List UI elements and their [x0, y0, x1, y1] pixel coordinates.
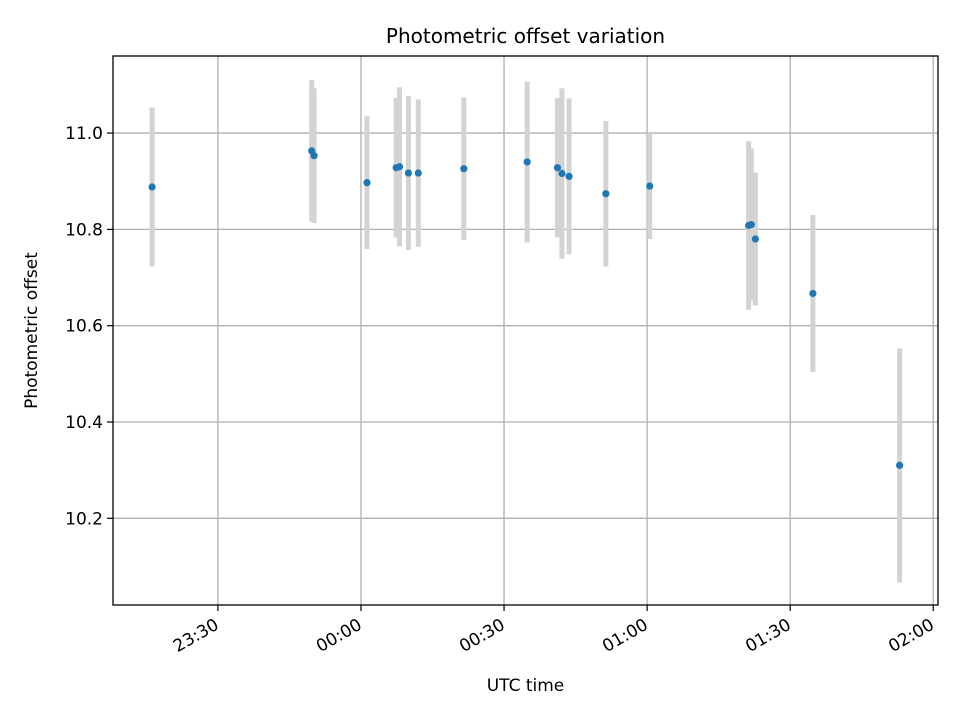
- y-tick-label: 10.4: [65, 413, 103, 433]
- y-axis-title: Photometric offset: [22, 252, 42, 409]
- y-tick-label: 10.2: [65, 509, 103, 529]
- data-point: [751, 235, 759, 243]
- data-point: [565, 172, 573, 180]
- data-point: [896, 461, 904, 469]
- axes-frame: [112, 55, 939, 606]
- data-point: [310, 152, 318, 160]
- data-points: [148, 147, 904, 469]
- x-axis-title: UTC time: [487, 676, 565, 696]
- data-point: [404, 169, 413, 177]
- y-tick-label: 10.6: [65, 317, 103, 337]
- data-point: [809, 289, 817, 298]
- data-point: [558, 169, 566, 178]
- data-point: [747, 220, 755, 229]
- chart-title: Photometric offset variation: [386, 24, 665, 48]
- data-point: [460, 165, 468, 173]
- data-point: [523, 158, 531, 166]
- data-point: [363, 179, 371, 187]
- data-point: [602, 190, 610, 198]
- data-point: [148, 183, 156, 191]
- y-tick-label: 11.0: [65, 124, 103, 144]
- data-point: [646, 182, 654, 190]
- data-point: [395, 163, 404, 171]
- grid: [113, 56, 938, 605]
- data-point: [414, 169, 422, 177]
- y-tick-label: 10.8: [65, 220, 103, 240]
- data-point: [553, 164, 562, 172]
